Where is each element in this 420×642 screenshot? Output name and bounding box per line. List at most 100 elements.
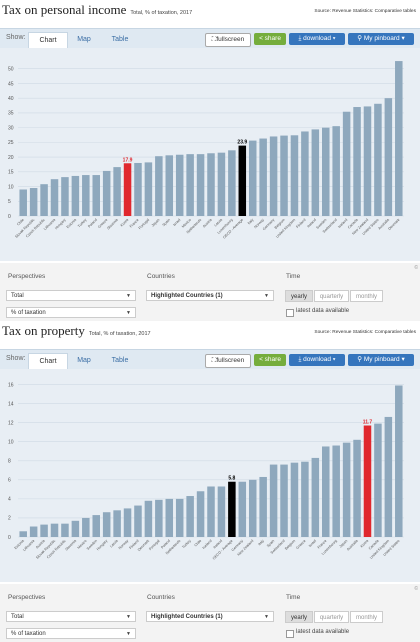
y-tick-label: 0 xyxy=(8,535,11,541)
tab-chart[interactable]: Chart xyxy=(28,353,68,370)
bar xyxy=(228,150,236,216)
y-tick-label: 12 xyxy=(8,420,14,426)
bar xyxy=(342,111,351,216)
bar xyxy=(353,107,361,216)
x-tick-label: Latvia xyxy=(214,218,224,228)
chart-subtitle: Total, % of taxation, 2017 xyxy=(88,331,151,337)
pin-icon: ⚲ xyxy=(357,35,364,42)
x-tick-label: Belgium xyxy=(284,539,296,551)
fullscreen-button[interactable]: ⛶fullscreen xyxy=(205,33,251,47)
x-tick-label: Slovenia xyxy=(65,539,78,552)
bar xyxy=(374,103,382,216)
countries-label: Countries xyxy=(147,273,175,280)
time-label: Time xyxy=(286,273,301,280)
bar xyxy=(301,461,309,537)
x-tick-label: Iceland xyxy=(337,218,348,229)
share-button[interactable]: < share xyxy=(254,33,286,45)
latest-data-checkbox[interactable] xyxy=(286,630,294,638)
time-yearly[interactable]: yearly xyxy=(285,290,313,302)
time-quarterly[interactable]: quarterly xyxy=(314,290,349,302)
y-tick-label: 25 xyxy=(8,140,14,146)
bar xyxy=(61,523,69,537)
x-tick-label: Italy xyxy=(247,218,255,226)
x-tick-label: Spain xyxy=(162,218,171,227)
controls-bar: Perspectives Total ▼ % of taxation ▼ Count… xyxy=(0,584,420,642)
x-tick-label: Japan xyxy=(151,218,161,228)
countries-dropdown[interactable]: Highlighted Countries (1) ▼ xyxy=(146,611,274,622)
controls-bar: Perspectives Total ▼ % of taxation ▼ Count… xyxy=(0,263,420,321)
data-label: 11.7 xyxy=(363,420,373,426)
x-tick-label: Turkey xyxy=(181,539,192,550)
bar xyxy=(50,179,59,216)
chevron-down-icon: ▾ xyxy=(399,35,405,42)
tab-table[interactable]: Table xyxy=(111,36,129,43)
y-tick-label: 5 xyxy=(8,199,11,205)
time-yearly[interactable]: yearly xyxy=(285,611,313,623)
bar xyxy=(19,531,27,537)
bar xyxy=(155,156,163,216)
caret-down-icon: ▼ xyxy=(264,614,269,620)
bar xyxy=(395,61,403,216)
y-tick-label: 40 xyxy=(8,96,14,102)
bar xyxy=(374,423,382,537)
share-button[interactable]: < share xyxy=(254,354,286,366)
tab-map[interactable]: Map xyxy=(77,357,91,364)
tab-map[interactable]: Map xyxy=(77,36,91,43)
bar xyxy=(269,136,278,216)
bar xyxy=(134,162,142,216)
latest-data-checkbox[interactable] xyxy=(286,309,294,317)
x-tick-label: Denmark xyxy=(387,218,400,231)
pin-icon: ⚲ xyxy=(357,356,364,363)
time-quarterly[interactable]: quarterly xyxy=(314,611,349,623)
x-tick-label: Poland xyxy=(87,218,98,229)
x-tick-label: Chile xyxy=(194,539,203,548)
x-tick-label: Portugal xyxy=(148,539,160,551)
bar xyxy=(332,126,340,216)
x-tick-label: Korea xyxy=(360,539,370,549)
bar xyxy=(280,135,288,216)
download-button[interactable]: ⤓ download ▾ xyxy=(289,354,345,366)
bar xyxy=(342,442,351,537)
x-tick-label: Hungary xyxy=(96,539,109,552)
tab-table[interactable]: Table xyxy=(111,357,129,364)
unit-dropdown[interactable]: % of taxation ▼ xyxy=(6,628,136,639)
fullscreen-button[interactable]: ⛶fullscreen xyxy=(205,354,251,368)
chart-source: Source: Revenue Statistics: Comparative … xyxy=(314,330,416,335)
x-tick-label: Ireland xyxy=(306,218,317,229)
download-button[interactable]: ⤓ download ▾ xyxy=(289,33,345,45)
data-label: 5.8 xyxy=(228,476,235,482)
x-tick-label: Finland xyxy=(295,218,306,229)
tab-chart[interactable]: Chart xyxy=(28,32,68,49)
copyright-icon: © xyxy=(414,265,418,271)
pinboard-button[interactable]: ⚲ My pinboard ▾ xyxy=(348,33,414,45)
bar xyxy=(395,385,403,537)
bar xyxy=(384,416,393,537)
bar xyxy=(102,512,111,537)
perspective-dropdown[interactable]: Total ▼ xyxy=(6,611,136,622)
perspective-dropdown[interactable]: Total ▼ xyxy=(6,290,136,301)
bar xyxy=(217,152,226,216)
show-label: Show: xyxy=(6,355,26,362)
y-tick-label: 35 xyxy=(8,111,14,117)
bar xyxy=(311,129,320,216)
bar xyxy=(19,189,27,216)
pinboard-button[interactable]: ⚲ My pinboard ▾ xyxy=(348,354,414,366)
caret-down-icon: ▼ xyxy=(126,310,131,316)
caret-down-icon: ▼ xyxy=(126,614,131,620)
unit-dropdown[interactable]: % of taxation ▼ xyxy=(6,307,136,318)
time-monthly[interactable]: monthly xyxy=(350,611,383,623)
time-monthly[interactable]: monthly xyxy=(350,290,383,302)
tab-bar: Show: Chart Map Table ⛶fullscreen < shar… xyxy=(0,349,420,370)
bar xyxy=(238,481,247,537)
x-tick-label: Korea xyxy=(120,218,130,228)
bar xyxy=(186,154,194,216)
y-tick-label: 30 xyxy=(8,125,14,131)
bar xyxy=(144,500,153,537)
countries-dropdown[interactable]: Highlighted Countries (1) ▼ xyxy=(146,290,274,301)
x-tick-label: Mexico xyxy=(181,218,192,229)
bar xyxy=(217,486,226,537)
bar xyxy=(175,498,184,537)
x-tick-label: Germany xyxy=(262,218,275,231)
x-tick-label: Chile xyxy=(16,218,25,227)
